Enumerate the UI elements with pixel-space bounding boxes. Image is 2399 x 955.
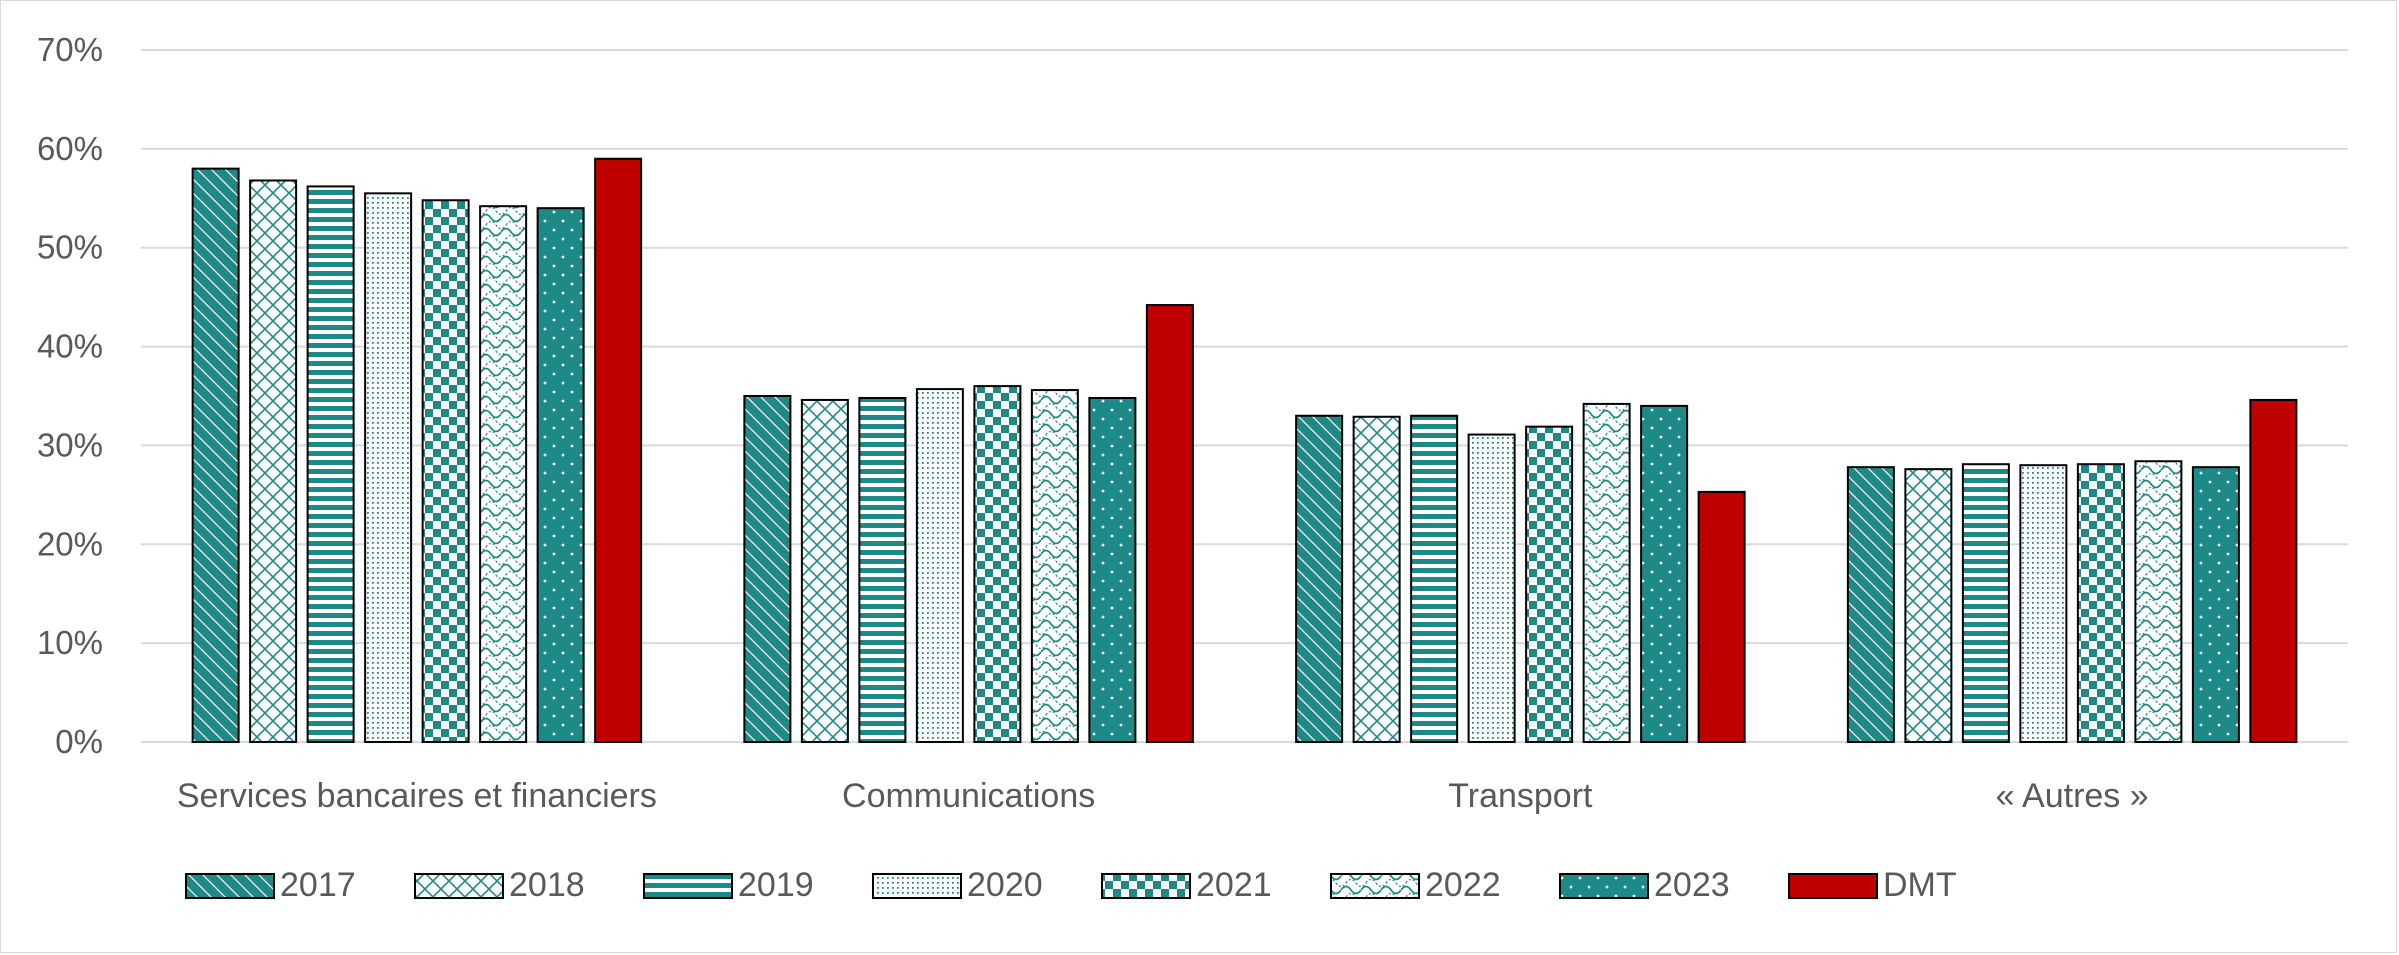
bars bbox=[191, 157, 2298, 744]
category-label: Transport bbox=[1448, 777, 1593, 815]
x-axis-category-labels: Services bancaires et financiers Communic… bbox=[177, 777, 2149, 815]
bar-2018 bbox=[800, 398, 849, 743]
bar-2023 bbox=[2191, 466, 2240, 743]
bar-2020 bbox=[915, 388, 964, 743]
bar-2019 bbox=[1410, 414, 1459, 743]
bar-dmt bbox=[1145, 304, 1194, 743]
bar-2020 bbox=[2019, 464, 2068, 743]
bar-2019 bbox=[1961, 463, 2010, 743]
bar-2022 bbox=[2134, 460, 2183, 743]
y-tick-label: 0% bbox=[55, 723, 103, 760]
legend-swatch bbox=[1788, 873, 1878, 899]
bar-2023 bbox=[536, 207, 585, 743]
bar-2023 bbox=[1088, 396, 1137, 743]
bar-2022 bbox=[479, 205, 528, 744]
bar-2021 bbox=[973, 385, 1022, 743]
y-tick-label: 20% bbox=[37, 525, 103, 562]
bar-2020 bbox=[1467, 433, 1516, 743]
y-tick-label: 30% bbox=[37, 426, 103, 463]
legend-item-2023: 2023 bbox=[1559, 866, 1730, 904]
bar-2022 bbox=[1030, 389, 1079, 743]
bar-2018 bbox=[1904, 468, 1953, 743]
category-label: « Autres » bbox=[1996, 777, 2149, 815]
legend-item-2017: 2017 bbox=[185, 866, 356, 904]
legend-label: 2020 bbox=[967, 866, 1043, 904]
bar-2023 bbox=[1640, 404, 1689, 743]
bar-2019 bbox=[306, 185, 355, 743]
legend-label: 2017 bbox=[280, 866, 356, 904]
bar-2018 bbox=[1352, 415, 1401, 743]
legend-item-2020: 2020 bbox=[872, 866, 1043, 904]
legend-label: 2023 bbox=[1654, 866, 1730, 904]
bar-2017 bbox=[191, 167, 240, 743]
legend-swatch bbox=[1101, 873, 1191, 899]
legend-label: 2021 bbox=[1196, 866, 1272, 904]
legend: 2017 2018 2019 2020 2021 2022 2023 DMT bbox=[185, 866, 1957, 904]
bar-2017 bbox=[1846, 466, 1895, 743]
legend-swatch bbox=[1330, 873, 1420, 899]
bar-dmt bbox=[2249, 398, 2298, 743]
y-axis-tick-labels: 0% 10% 20% 30% 40% 50% 60% 70% bbox=[37, 31, 103, 760]
y-tick-label: 10% bbox=[37, 624, 103, 661]
legend-item-2021: 2021 bbox=[1101, 866, 1272, 904]
bar-2019 bbox=[858, 396, 907, 743]
legend-label: 2018 bbox=[509, 866, 585, 904]
legend-item-2019: 2019 bbox=[643, 866, 814, 904]
legend-item-2022: 2022 bbox=[1330, 866, 1501, 904]
legend-swatch bbox=[643, 873, 733, 899]
legend-swatch bbox=[872, 873, 962, 899]
legend-item-2018: 2018 bbox=[414, 866, 585, 904]
legend-swatch bbox=[414, 873, 504, 899]
category-label: Services bancaires et financiers bbox=[177, 777, 657, 815]
bar-2018 bbox=[249, 179, 298, 743]
bar-2022 bbox=[1582, 402, 1631, 743]
bar-2017 bbox=[743, 395, 792, 743]
bar-2021 bbox=[421, 199, 470, 743]
category-label: Communications bbox=[842, 777, 1095, 815]
legend-label: 2019 bbox=[738, 866, 814, 904]
y-tick-label: 50% bbox=[37, 229, 103, 266]
bar-2017 bbox=[1295, 414, 1344, 743]
y-tick-label: 70% bbox=[37, 31, 103, 68]
gridlines bbox=[141, 49, 2348, 743]
bar-2021 bbox=[2076, 463, 2125, 743]
legend-item-dmt: DMT bbox=[1788, 866, 1957, 904]
legend-swatch bbox=[1559, 873, 1649, 899]
bar-dmt bbox=[1697, 490, 1746, 743]
legend-label: DMT bbox=[1883, 866, 1957, 904]
legend-label: 2022 bbox=[1425, 866, 1501, 904]
bar-2020 bbox=[364, 192, 413, 744]
y-tick-label: 40% bbox=[37, 328, 103, 365]
bar-dmt bbox=[594, 157, 643, 743]
legend-swatch bbox=[185, 873, 275, 899]
y-tick-label: 60% bbox=[37, 130, 103, 167]
bar-2021 bbox=[1525, 425, 1574, 743]
